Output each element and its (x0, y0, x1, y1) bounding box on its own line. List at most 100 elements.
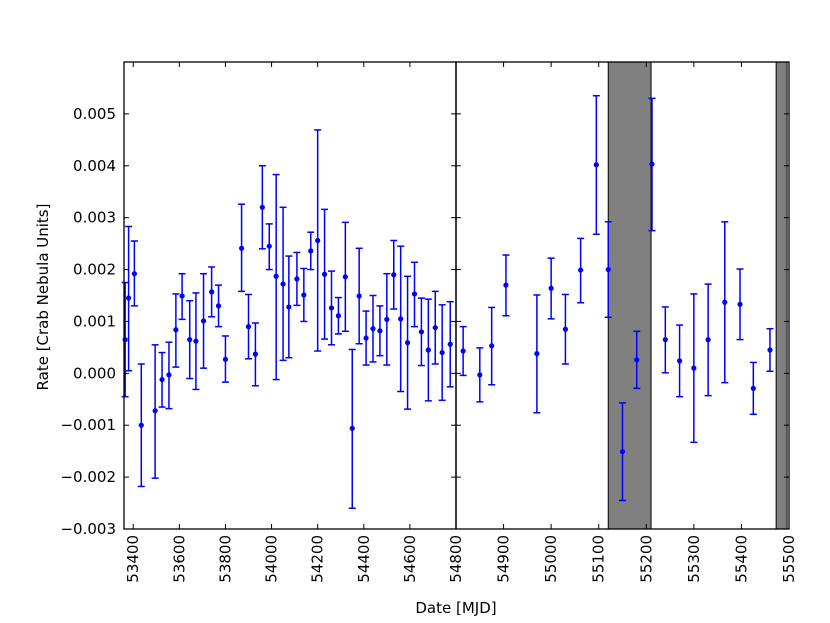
data-point (534, 351, 540, 357)
x-tick-label: 54800 (447, 535, 465, 583)
data-point (215, 303, 222, 309)
x-tick-label: 54200 (309, 535, 327, 583)
data-point (634, 357, 640, 363)
data-point (767, 347, 773, 353)
data-point (439, 349, 445, 356)
data-point (750, 385, 756, 391)
data-point (301, 292, 307, 298)
y-tick-label: 0.001 (73, 312, 116, 330)
data-point (377, 328, 383, 334)
data-point (391, 272, 397, 278)
data-point (676, 358, 683, 364)
x-tick-label: 54000 (263, 535, 281, 583)
x-tick-label: 55300 (685, 535, 703, 583)
data-point (705, 337, 711, 343)
x-tick-label: 55400 (732, 535, 750, 583)
y-tick-label: 0.004 (73, 157, 116, 175)
data-point (404, 340, 411, 346)
data-point (259, 204, 265, 210)
data-point (593, 162, 599, 168)
data-point (159, 376, 165, 383)
data-point (619, 449, 626, 455)
data-point (363, 335, 369, 341)
data-point (286, 304, 292, 310)
data-point (245, 324, 252, 330)
shaded-region-2-1 (607, 61, 652, 530)
data-point (200, 318, 207, 324)
y-tick-label: 0.000 (73, 364, 116, 382)
data-point (280, 281, 286, 287)
x-tick-label: 55200 (637, 535, 655, 583)
data-point (152, 408, 158, 414)
x-tick-label: 55000 (542, 535, 560, 583)
data-point (411, 291, 418, 297)
data-point (131, 271, 137, 277)
data-point (737, 301, 743, 307)
data-point (562, 326, 569, 332)
data-point (308, 248, 314, 254)
y-axis-label: Rate [Crab Nebula Units] (34, 204, 52, 391)
data-point (222, 356, 229, 362)
data-points (122, 161, 773, 455)
data-point (356, 293, 362, 299)
data-point (489, 343, 495, 349)
shaded-region-2-2 (775, 61, 788, 530)
data-point (662, 337, 668, 343)
data-point (138, 422, 144, 428)
x-tick-label: 55500 (780, 535, 798, 583)
data-point (173, 327, 179, 333)
y-tick-label: −0.003 (60, 520, 116, 538)
data-point (238, 245, 245, 251)
data-point (503, 282, 509, 288)
data-point (187, 337, 193, 343)
axis-ticks: 53400 53600 53800 54000 54200 54400 54600 54800… (60, 62, 798, 583)
data-point (605, 266, 611, 273)
data-point (548, 285, 554, 291)
data-point (649, 161, 655, 167)
data-point (578, 267, 584, 273)
data-point (370, 326, 376, 332)
data-point (477, 372, 483, 378)
y-tick-label: −0.002 (60, 468, 116, 486)
data-point (273, 273, 279, 279)
axes-frame-2 (455, 61, 790, 530)
axes-frames (123, 61, 790, 530)
x-axis-label: Date [MJD] (415, 599, 496, 617)
data-point (122, 337, 128, 343)
data-point (425, 347, 431, 353)
data-point (321, 271, 328, 277)
excluded-interval-shading (607, 61, 788, 530)
data-point (722, 299, 728, 305)
data-point (335, 313, 342, 319)
data-point (342, 274, 348, 280)
x-tick-label: 54400 (355, 535, 373, 583)
x-tick-label: 54600 (401, 535, 419, 583)
data-point (691, 365, 697, 371)
data-point (418, 329, 425, 335)
y-tick-label: 0.005 (73, 105, 116, 123)
data-point (179, 293, 185, 299)
data-point (398, 316, 404, 322)
data-point (328, 305, 335, 311)
data-point (294, 276, 300, 282)
data-point (447, 341, 453, 347)
x-tick-label: 53600 (170, 535, 188, 583)
x-tick-label: 55100 (590, 535, 608, 583)
data-point (266, 243, 272, 249)
data-point (209, 289, 215, 295)
x-tick-label: 53400 (124, 535, 142, 583)
data-point (349, 425, 355, 431)
data-point (126, 295, 132, 301)
y-tick-label: −0.001 (60, 416, 116, 434)
data-point (193, 338, 199, 344)
data-point (315, 237, 321, 244)
x-tick-label: 53800 (216, 535, 234, 583)
x-tick-label: 54900 (495, 535, 513, 583)
y-tick-label: 0.003 (73, 209, 116, 227)
data-point (460, 348, 466, 354)
data-point (252, 351, 259, 357)
y-tick-label: 0.002 (73, 261, 116, 279)
data-point (384, 316, 390, 322)
data-point (432, 325, 438, 331)
